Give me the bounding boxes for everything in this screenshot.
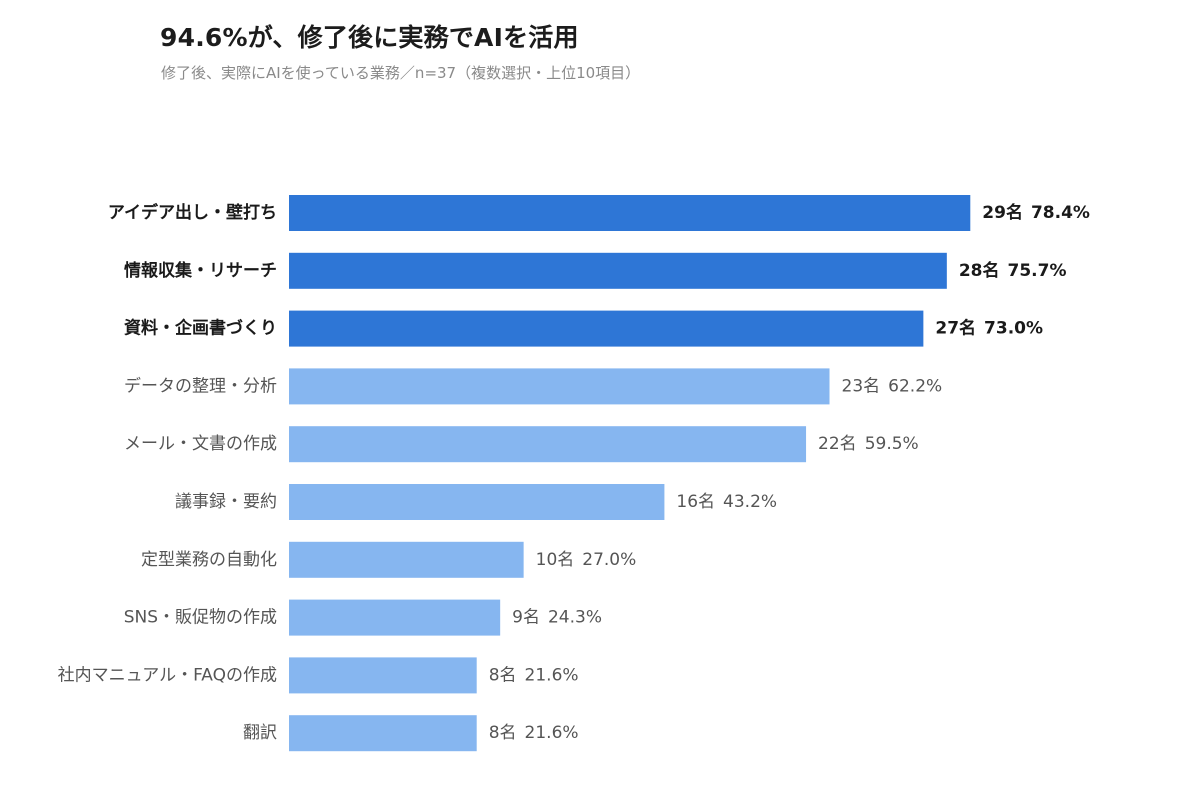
- percent-label: 62.2%: [888, 376, 942, 396]
- count-label: 28名: [959, 260, 1000, 281]
- count-label: 22名: [818, 434, 857, 454]
- bar: [289, 368, 830, 405]
- category-label: アイデア出し・壁打ち: [108, 202, 277, 223]
- category-label: 定型業務の自動化: [141, 550, 277, 570]
- count-label: 23名: [842, 376, 881, 396]
- percent-label: 27.0%: [582, 550, 636, 570]
- value-label: 27名 73.0%: [935, 318, 1043, 339]
- bar: [289, 715, 477, 752]
- count-label: 29名: [982, 202, 1023, 223]
- count-label: 8名: [489, 723, 517, 743]
- percent-label: 59.5%: [865, 434, 919, 454]
- percent-label: 43.2%: [723, 492, 777, 512]
- percent-label: 73.0%: [984, 319, 1043, 339]
- count-label: 27名: [935, 318, 976, 339]
- value-label: 23名 62.2%: [842, 376, 943, 396]
- chart-subtitle: 修了後、実際にAIを使っている業務／n=37（複数選択・上位10項目）: [161, 64, 641, 82]
- value-label: 8名 21.6%: [489, 723, 579, 743]
- bar: [289, 310, 924, 347]
- category-label: 資料・企画書づくり: [124, 318, 277, 339]
- category-label: データの整理・分析: [124, 375, 277, 396]
- percent-label: 21.6%: [525, 665, 579, 685]
- category-label: 社内マニュアル・FAQの作成: [58, 665, 277, 685]
- value-label: 10名 27.0%: [536, 550, 637, 570]
- bar: [289, 657, 477, 694]
- count-label: 16名: [676, 492, 715, 512]
- value-label: 28名 75.7%: [959, 260, 1067, 281]
- category-label: SNS・販促物の作成: [124, 608, 277, 628]
- value-label: 8名 21.6%: [489, 665, 579, 685]
- category-label: 議事録・要約: [175, 492, 277, 512]
- chart-title: 94.6%が、修了後に実務でAIを活用: [160, 23, 579, 52]
- count-label: 8名: [489, 665, 517, 685]
- value-label: 9名 24.3%: [512, 608, 602, 628]
- count-label: 9名: [512, 608, 540, 628]
- percent-label: 78.4%: [1031, 203, 1090, 223]
- value-label: 22名 59.5%: [818, 434, 919, 454]
- percent-label: 21.6%: [525, 723, 579, 743]
- value-label: 16名 43.2%: [676, 492, 777, 512]
- bar: [289, 484, 665, 520]
- bar: [289, 252, 947, 289]
- count-label: 10名: [536, 550, 575, 570]
- percent-label: 24.3%: [548, 608, 602, 628]
- bar: [289, 195, 971, 231]
- bar: [289, 599, 501, 636]
- category-label: 翻訳: [243, 723, 277, 743]
- bar: [289, 426, 807, 463]
- value-label: 29名 78.4%: [982, 202, 1090, 223]
- bar: [289, 541, 524, 578]
- category-label: メール・文書の作成: [124, 434, 277, 454]
- category-label: 情報収集・リサーチ: [124, 260, 277, 281]
- percent-label: 75.7%: [1008, 261, 1067, 281]
